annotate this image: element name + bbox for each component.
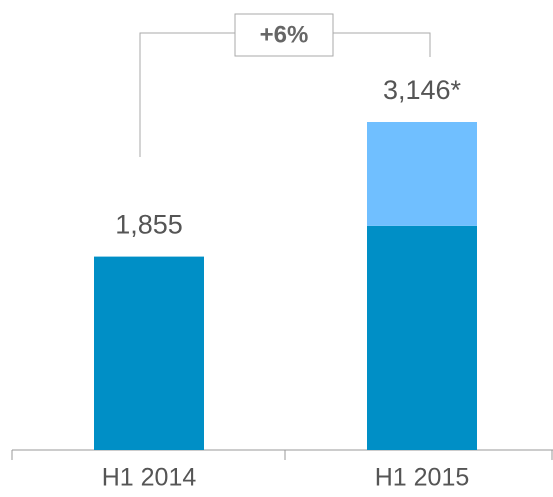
annotation: +6% (260, 21, 309, 48)
x-tick-label: H1 2015 (375, 464, 470, 492)
bracket-left (139, 32, 235, 157)
bar-segment (367, 225, 477, 450)
x-tick-label: H1 2014 (102, 464, 197, 492)
bracket-right (333, 32, 431, 57)
annotation-box (234, 13, 334, 57)
bar-segment (367, 122, 477, 226)
total-label: 3,146* (383, 75, 462, 105)
total-label: 1,855 (115, 210, 183, 240)
bar-segment (94, 256, 204, 450)
